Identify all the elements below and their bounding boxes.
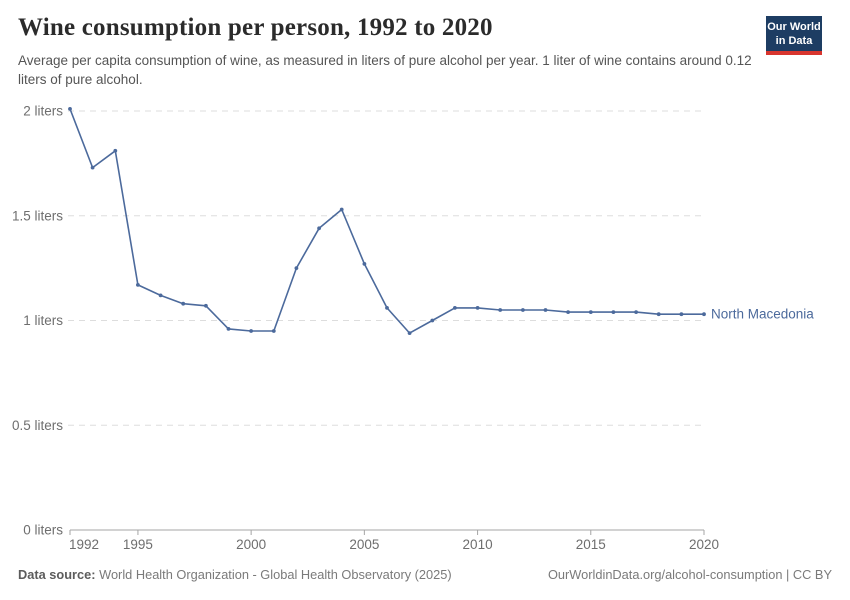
owid-logo[interactable]: Our World in Data (766, 16, 822, 56)
data-point[interactable] (113, 148, 118, 153)
footer-attribution: OurWorldinData.org/alcohol-consumption |… (548, 567, 832, 582)
data-point[interactable] (702, 312, 706, 317)
series-label[interactable]: North Macedonia (711, 307, 814, 322)
data-point[interactable] (294, 266, 299, 270)
data-point[interactable] (317, 226, 321, 231)
data-point[interactable] (679, 312, 684, 317)
chart-title: Wine consumption per person, 1992 to 202… (18, 14, 493, 41)
x-axis-tick-label: 2000 (236, 537, 266, 552)
data-point[interactable] (362, 262, 367, 266)
data-point[interactable] (136, 283, 140, 287)
data-point[interactable] (430, 318, 435, 323)
data-point[interactable] (588, 310, 593, 314)
data-point[interactable] (339, 207, 344, 212)
x-axis-tick-label: 1995 (123, 537, 153, 552)
y-axis-tick-label: 2 liters (23, 104, 63, 119)
data-point[interactable] (611, 310, 616, 314)
data-point[interactable] (90, 165, 95, 170)
data-point[interactable] (204, 303, 208, 308)
data-point[interactable] (158, 293, 163, 298)
data-point[interactable] (475, 306, 480, 310)
chart-footer: Data source: World Health Organization -… (18, 567, 832, 582)
y-axis-tick-label: 1.5 liters (12, 208, 63, 223)
data-source: Data source: World Health Organization -… (18, 567, 452, 582)
data-point[interactable] (656, 312, 661, 317)
owid-logo-line1: Our World (767, 21, 821, 33)
y-axis-tick-label: 0 liters (23, 523, 63, 538)
data-point[interactable] (566, 310, 570, 314)
x-axis-tick-label: 2020 (689, 537, 719, 552)
data-point[interactable] (249, 329, 254, 333)
data-point[interactable] (634, 310, 638, 314)
data-point[interactable] (498, 308, 503, 312)
data-line[interactable] (69, 108, 705, 334)
data-source-text: World Health Organization - Global Healt… (99, 567, 452, 582)
y-axis-tick-label: 1 liters (23, 313, 63, 328)
owid-logo-line2: in Data (775, 35, 813, 48)
y-axis-tick-label: 0.5 liters (12, 418, 63, 433)
chart-subtitle: Average per capita consumption of wine, … (18, 53, 752, 88)
x-axis-tick-label: 2015 (576, 537, 606, 552)
x-axis-tick-label: 1992 (69, 537, 99, 552)
data-point[interactable] (521, 308, 525, 312)
data-point[interactable] (453, 306, 457, 310)
data-point[interactable] (68, 107, 72, 111)
data-point[interactable] (385, 306, 389, 310)
owid-link[interactable]: OurWorldinData.org/alcohol-consumption (547, 567, 783, 582)
x-axis-tick-label: 2005 (349, 537, 379, 552)
data-point[interactable] (271, 329, 276, 333)
data-point[interactable] (543, 308, 548, 312)
data-point[interactable] (407, 331, 412, 335)
data-source-label: Data source: (18, 567, 96, 582)
data-point[interactable] (226, 327, 231, 331)
license-badge: | CC BY (782, 567, 832, 582)
x-axis-tick-label: 2010 (463, 537, 493, 552)
data-point[interactable] (181, 301, 186, 306)
